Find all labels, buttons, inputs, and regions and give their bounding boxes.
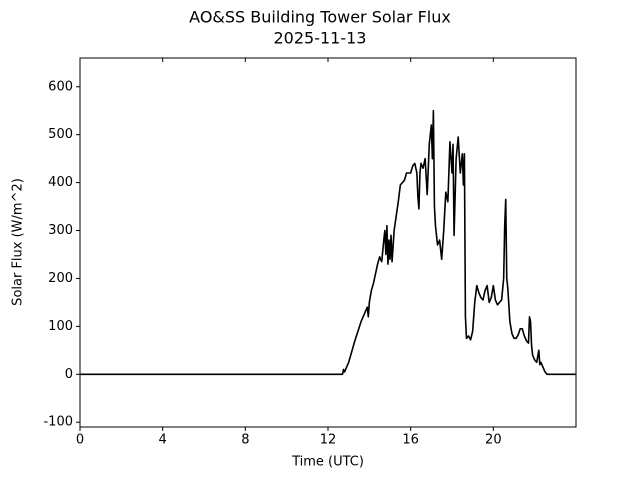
y-axis-label: Solar Flux (W/m^2) [11,178,26,306]
y-tick-label: 0 [65,367,73,382]
y-tick-label: 300 [48,223,73,238]
y-tick-label: 100 [48,319,73,334]
x-tick-label: 4 [159,433,167,448]
x-axis-label: Time (UTC) [291,455,364,470]
y-tick-label: 200 [48,271,73,286]
chart-title: AO&SS Building Tower Solar Flux [189,8,451,27]
x-tick-label: 8 [241,433,249,448]
x-tick-label: 20 [485,433,502,448]
y-tick-label: 500 [48,127,73,142]
data-line [80,109,576,376]
x-tick-label: 12 [320,433,337,448]
y-tick-label: 400 [48,175,73,190]
y-tick-label: -100 [43,415,73,430]
chart-subtitle: 2025-11-13 [274,29,367,48]
y-tick-label: 600 [48,79,73,94]
x-tick-label: 0 [76,433,84,448]
plot-frame [79,57,577,428]
x-tick-label: 16 [402,433,419,448]
